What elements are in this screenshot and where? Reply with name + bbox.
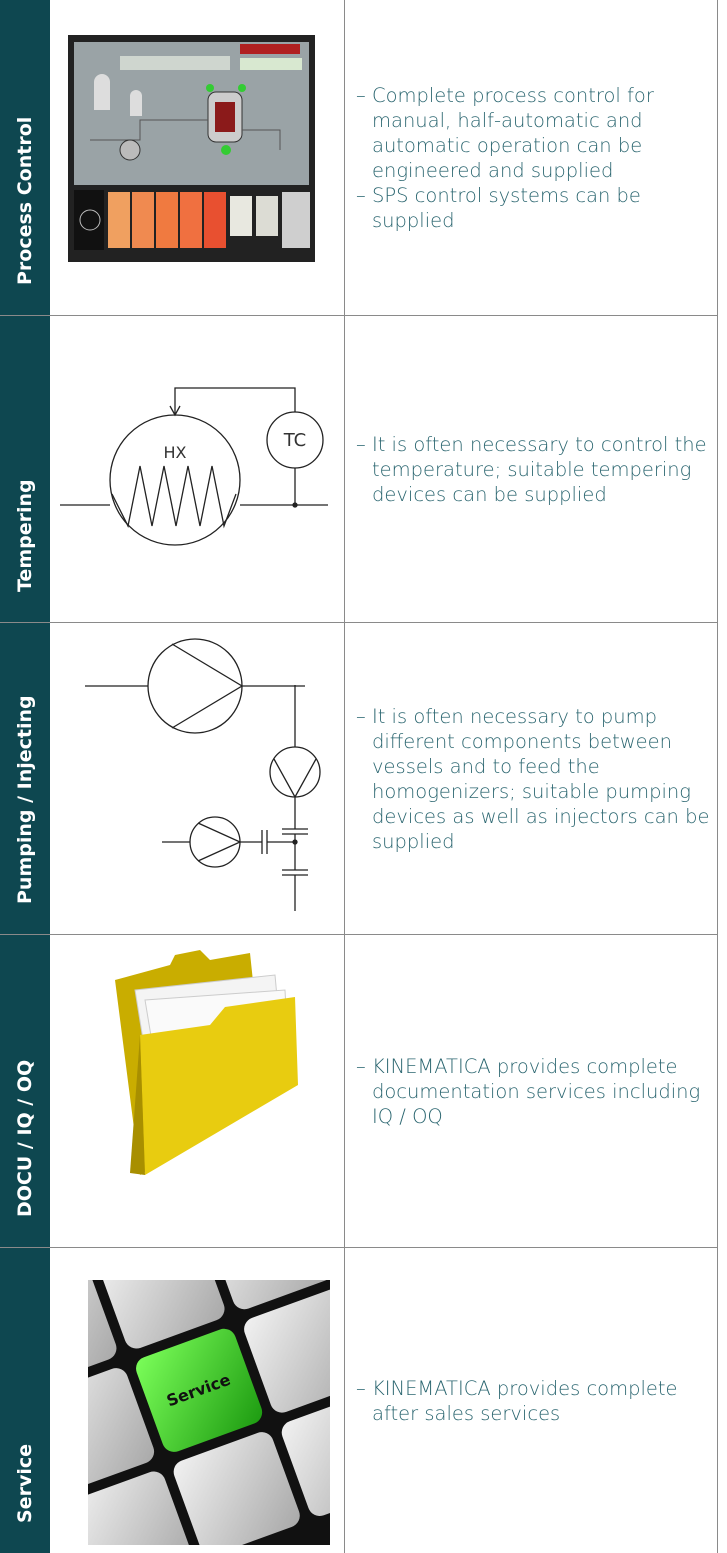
row-label: Service [14,1444,36,1523]
diagram-label: HX [164,443,187,462]
image-cell [50,0,345,315]
bullet-text: SPS control systems can be supplied [371,183,641,232]
row-label: DOCU / IQ / OQ [14,1059,36,1217]
row-label: Process Control [14,116,36,285]
row: Tempering HX TC – It is often necessary … [0,316,718,623]
folder-icon [115,950,298,1175]
bullet: – Complete process control for manual, h… [356,83,654,182]
bullet: – SPS control systems can be supplied [356,183,641,232]
bullet-text: Complete process control for manual, hal… [371,83,654,182]
tempering-diagram: HX TC [60,387,328,546]
bullet-text: KINEMATICA provides complete after sales… [371,1376,678,1425]
bullet: – KINEMATICA provides complete documenta… [356,1054,701,1128]
process-screen [68,35,315,262]
description: – KINEMATICA provides complete documenta… [356,935,710,1247]
image-cell [50,935,345,1247]
description: – KINEMATICA provides complete after sal… [356,1248,710,1553]
row-header: Pumping / Injecting [0,623,50,934]
bullet: – It is often necessary to pump differen… [356,704,710,853]
row: Service [0,1248,718,1553]
row-header: DOCU / IQ / OQ [0,935,50,1247]
bullet-text: KINEMATICA provides complete documentati… [371,1054,701,1128]
row-label: Pumping / Injecting [14,695,36,904]
bullet: – KINEMATICA provides complete after sal… [356,1376,678,1425]
description: – Complete process control for manual, h… [356,0,710,315]
row-label: Tempering [14,479,36,592]
image-cell: Service [50,1248,345,1553]
bullet-text: It is often necessary to control the tem… [371,432,707,506]
description: – It is often necessary to control the t… [356,316,710,622]
diagram-label: TC [283,430,307,451]
row-header: Process Control [0,0,50,315]
border [717,0,718,1553]
row-header: Tempering [0,316,50,622]
row: DOCU / IQ / OQ – KINEMATICA provides com… [0,935,718,1248]
row-header: Service [0,1248,50,1553]
bullet-text: It is often necessary to pump different … [371,704,710,853]
row: Pumping / Injecting [0,623,718,935]
keyboard-image: Service [88,1280,330,1545]
description: – It is often necessary to pump differen… [356,623,710,934]
row: Process Control [0,0,718,316]
pump-diagram [85,638,321,911]
image-cell [50,623,345,934]
image-cell: HX TC [50,316,345,622]
bullet: – It is often necessary to control the t… [356,432,707,506]
